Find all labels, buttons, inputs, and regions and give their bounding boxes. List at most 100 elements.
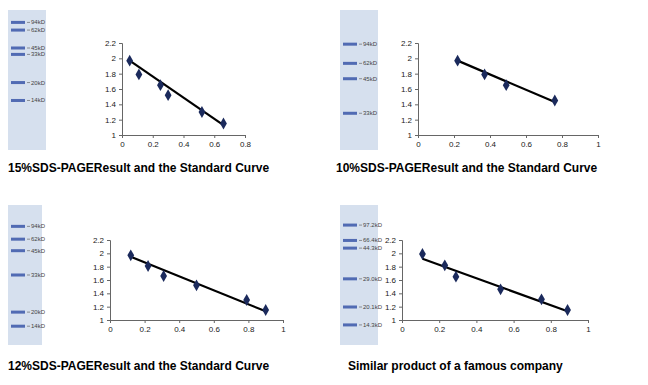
tick: 0.4 [178,135,190,149]
tick: 1.8 [93,263,110,272]
tick-label: 0 [400,325,405,334]
point [199,106,206,118]
tick: 1 [281,320,286,334]
tick-label: 1.4 [401,100,413,109]
tick: 1.6 [401,85,418,94]
tick: 2.2 [93,236,110,245]
gel-label: 20kD [31,80,46,86]
panel: 94kD62kD45kD33kD20kD14kD00.20.40.60.8111… [8,205,286,373]
gel-label-tick [27,275,30,276]
tick-label: 2.2 [105,39,117,48]
gel-label: 45kD [363,76,378,82]
tick-label: 1.2 [105,116,117,125]
gel-background [340,10,378,150]
gel-label: 14kD [31,323,46,329]
gel-band [343,43,357,46]
gel-label-tick [27,82,30,83]
figure: 94kD 62kD 45kD 33kD 20kD 14kD 0 0.2 0.4 0.6 0.8 1 1.… [0,0,648,385]
tick-label: 1.8 [105,70,117,79]
gel-label: 66.4kD [363,237,383,243]
tick-mark [145,320,146,323]
tick: 2 [392,249,402,258]
tick-mark [153,135,154,138]
gel-background [8,10,46,150]
axis-line [111,321,284,324]
x-axis: 00.20.40.60.8 [120,135,251,149]
tick: 0.8 [557,135,569,149]
tick: 0.6 [521,135,533,149]
tick-mark [214,135,215,138]
gel-label: 20.1kD [363,304,383,310]
tick: 2 [112,54,122,63]
tick-label: 2 [392,249,397,258]
gel-label-tick [27,54,30,55]
tick-label: 0 [416,140,421,149]
gel-label-tick [27,250,30,251]
gel-label: 33kD [31,51,46,57]
tick-label: 0.4 [174,325,186,334]
tick-mark [439,320,440,323]
tick-label: 1.8 [385,263,397,272]
gel: 94kD62kD45kD33kD [340,10,378,150]
point [262,304,269,316]
gel-band [11,225,25,228]
tick: 0.8 [546,320,558,334]
gel-label-tick [27,30,30,31]
axis-line [107,241,111,321]
tick-mark [399,280,402,281]
gel-band [343,239,357,242]
gel-band [11,53,25,56]
tick-label: 2 [408,54,413,63]
tick-mark [399,240,402,241]
point [127,249,134,261]
tick: 1.6 [385,276,402,285]
tick: 1.8 [105,70,122,79]
tick: 0.6 [209,135,221,149]
y-axis: 11.21.41.61.822.2 [93,236,111,325]
gel-band [343,112,357,115]
gel-label: 14kD [31,97,46,103]
tick-label: 1.2 [401,116,413,125]
gel-label: 29.0kD [363,276,383,282]
gel-label-tick [27,312,30,313]
gel: 94kD62kD45kD33kD20kD14kD [8,10,46,150]
gel-label-tick [359,278,362,279]
point [497,283,504,295]
tick-label: 1.4 [105,100,117,109]
tick: 0.4 [485,135,497,149]
gel-band [11,238,25,241]
gel-band [11,21,25,24]
gel-label: 33kD [31,272,46,278]
point [193,279,200,291]
gel-label: 94kD [31,19,46,25]
tick-mark [588,320,589,323]
tick: 2.2 [401,39,418,48]
tick: 1 [586,320,591,334]
tick-mark [399,320,402,321]
tick-mark [399,307,402,308]
caption: Similar product of a famous company [348,359,563,373]
trend-line [458,61,555,102]
gel-label-tick [359,63,362,64]
tick: 1.6 [93,276,110,285]
tick-mark [490,135,491,138]
gel-label: 62kD [363,60,378,66]
tick-label: 1 [112,131,117,140]
point [551,95,558,107]
tick: 1.4 [105,100,122,109]
tick-label: 1.6 [93,276,105,285]
tick-mark [107,320,110,321]
gel-band [11,274,25,277]
gel-label-tick [359,240,362,241]
tick: 2 [408,54,418,63]
tick: 0.2 [140,320,152,334]
panel: 94kD62kD45kD33kD00.20.40.60.8111.21.41.6… [336,10,601,175]
tick-label: 0.8 [557,140,569,149]
tick: 0 [120,135,125,149]
axis-line [123,136,246,139]
tick-label: 1 [392,316,397,325]
tick-label: 1.8 [401,70,413,79]
gel-band [11,311,25,314]
tick-label: 1.6 [385,276,397,285]
tick-mark [119,104,122,105]
